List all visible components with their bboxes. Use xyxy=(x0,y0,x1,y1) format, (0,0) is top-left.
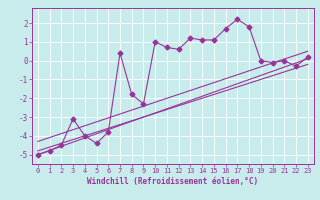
X-axis label: Windchill (Refroidissement éolien,°C): Windchill (Refroidissement éolien,°C) xyxy=(87,177,258,186)
